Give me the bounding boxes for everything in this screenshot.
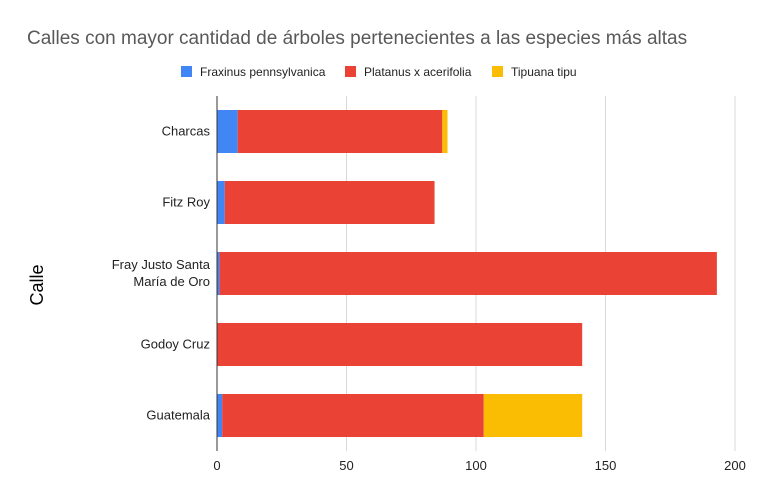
x-axis-ticks: 0 50 100 150 200 [213, 458, 745, 473]
x-tick-label: 100 [465, 458, 487, 473]
x-tick-label: 200 [724, 458, 746, 473]
bar-segment [224, 181, 435, 224]
bar-segment [217, 323, 583, 366]
legend-label: Fraxinus pennsylvanica [200, 65, 326, 79]
category-label: María de Oro [133, 274, 210, 289]
bar-segment [483, 394, 583, 437]
bar-segment [237, 110, 443, 153]
category-label: Charcas [162, 124, 211, 139]
chart-title: Calles con mayor cantidad de árboles per… [27, 28, 687, 49]
bar-segment [217, 110, 238, 153]
legend-label: Platanus x acerifolia [364, 65, 472, 79]
legend-swatch [492, 66, 503, 77]
bar-segment [217, 394, 223, 437]
x-tick-label: 50 [339, 458, 353, 473]
bars [217, 110, 717, 437]
category-label: Fray Justo Santa [112, 257, 211, 272]
bar-segment [219, 252, 717, 295]
category-label: Fitz Roy [162, 195, 210, 210]
legend: Fraxinus pennsylvanica Platanus x acerifo… [181, 65, 577, 79]
y-axis-label: Calle [27, 264, 47, 305]
category-label: Guatemala [146, 408, 210, 423]
bar-segment [217, 252, 220, 295]
bar-segment [217, 181, 225, 224]
category-labels: Charcas Fitz Roy Fray Justo Santa María de … [112, 124, 211, 423]
category-label: Godoy Cruz [141, 337, 210, 352]
legend-swatch [345, 66, 356, 77]
legend-swatch [181, 66, 192, 77]
x-tick-label: 150 [595, 458, 617, 473]
bar-segment [442, 110, 448, 153]
bar-segment [222, 394, 484, 437]
legend-label: Tipuana tipu [511, 65, 577, 79]
x-tick-label: 0 [213, 458, 220, 473]
